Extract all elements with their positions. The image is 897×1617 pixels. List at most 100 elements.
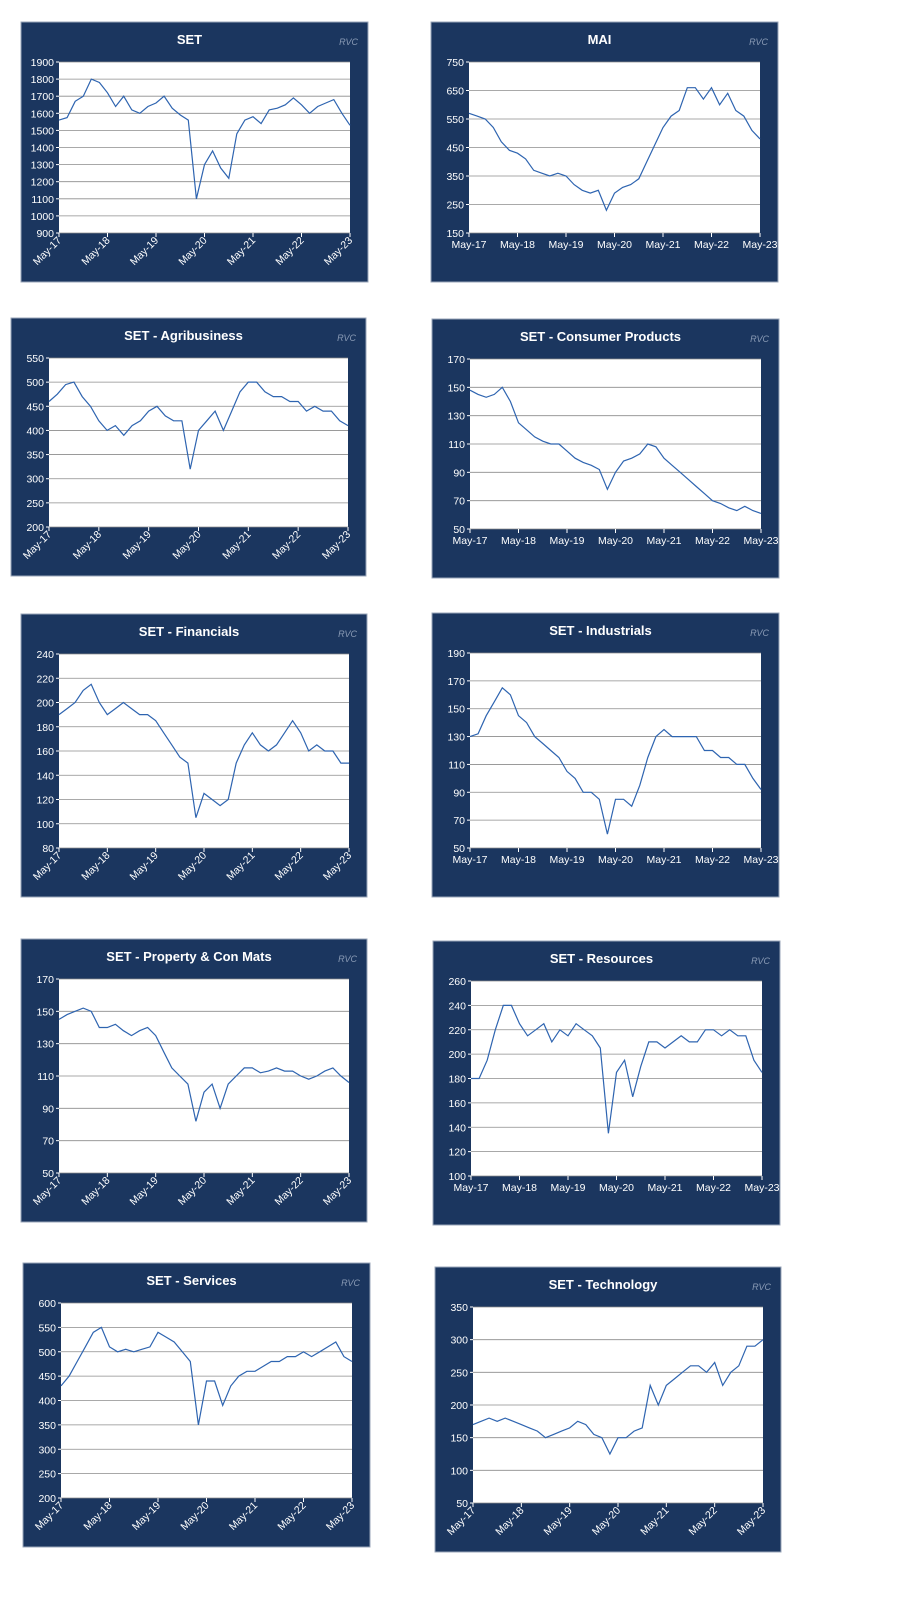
y-tick-label: 150 xyxy=(450,1433,468,1445)
y-tick-label: 300 xyxy=(450,1335,468,1347)
y-tick-label: 130 xyxy=(447,732,465,744)
y-tick-label: 50 xyxy=(453,843,465,855)
x-tick-label: May-18 xyxy=(502,1182,537,1194)
y-tick-label: 550 xyxy=(26,353,44,365)
y-tick-label: 140 xyxy=(448,1122,466,1134)
chart-panel: SET - Financials RVC 80 100 120 140 160 180 200 2… xyxy=(20,613,368,898)
y-tick-label: 350 xyxy=(38,1420,56,1432)
chart-title: SET - Property & Con Mats xyxy=(106,949,271,964)
chart-title: MAI xyxy=(588,32,612,47)
y-tick-label: 240 xyxy=(448,1000,466,1012)
y-tick-label: 90 xyxy=(453,787,465,799)
plot-area xyxy=(49,358,348,527)
y-tick-label: 550 xyxy=(446,114,464,126)
data-line xyxy=(58,683,349,818)
x-tick-label: May-23 xyxy=(743,854,778,866)
y-tick-label: 650 xyxy=(446,86,464,98)
data-line xyxy=(471,1004,763,1134)
x-tick-label: May-17 xyxy=(452,535,487,547)
y-tick-label: 600 xyxy=(38,1298,56,1310)
y-tick-label: 70 xyxy=(453,496,465,508)
x-tick-label: May-21 xyxy=(646,854,681,866)
y-tick-label: 110 xyxy=(448,759,465,771)
chart-title: SET - Agribusiness xyxy=(124,328,243,343)
chart-title: SET - Industrials xyxy=(549,623,652,638)
x-tick-label: May-23 xyxy=(743,535,778,547)
y-tick-label: 50 xyxy=(456,1498,468,1510)
y-tick-label: 100 xyxy=(36,819,54,831)
chart-title: SET - Financials xyxy=(139,624,239,639)
x-tick-label: May-19 xyxy=(549,854,584,866)
y-tick-label: 300 xyxy=(26,474,44,486)
y-tick-label: 250 xyxy=(446,200,464,212)
y-tick-label: 220 xyxy=(36,673,54,685)
watermark: RVC xyxy=(338,629,357,639)
x-tick-label: May-21 xyxy=(646,535,681,547)
data-line xyxy=(48,381,349,470)
x-tick-label: May-22 xyxy=(694,239,729,251)
x-tick-label: May-18 xyxy=(500,239,535,251)
x-tick-label: May-20 xyxy=(598,535,633,547)
x-tick-label: May-20 xyxy=(598,854,633,866)
y-tick-label: 160 xyxy=(36,746,54,758)
x-tick-label: May-23 xyxy=(742,239,777,251)
watermark: RVC xyxy=(338,954,357,964)
y-tick-label: 110 xyxy=(448,439,465,451)
chart-panel: SET - Resources RVC 100 120 140 160 180 200 220 2… xyxy=(432,940,781,1226)
y-tick-label: 1800 xyxy=(31,74,55,86)
y-tick-label: 350 xyxy=(26,450,44,462)
y-tick-label: 400 xyxy=(38,1396,56,1408)
y-tick-label: 500 xyxy=(38,1347,56,1359)
x-tick-label: May-23 xyxy=(744,1182,779,1194)
x-tick-label: May-22 xyxy=(696,1182,731,1194)
plot-area xyxy=(470,653,761,848)
y-tick-label: 110 xyxy=(37,1071,54,1083)
y-tick-label: 1400 xyxy=(31,143,55,155)
y-tick-label: 70 xyxy=(453,815,465,827)
y-tick-label: 1700 xyxy=(31,91,55,103)
chart-panel: SET RVC 900 1000 1100 1200 1300 1400 1500 1600 170… xyxy=(20,21,369,283)
y-tick-label: 450 xyxy=(38,1371,56,1383)
y-tick-label: 400 xyxy=(26,425,44,437)
x-tick-label: May-18 xyxy=(501,535,536,547)
y-tick-label: 250 xyxy=(26,498,44,510)
x-tick-label: May-20 xyxy=(599,1182,634,1194)
y-tick-label: 170 xyxy=(447,676,465,688)
y-tick-label: 90 xyxy=(453,467,465,479)
data-line xyxy=(58,78,351,199)
chart-title: SET - Consumer Products xyxy=(520,329,681,344)
data-line xyxy=(469,386,762,514)
y-tick-label: 130 xyxy=(36,1039,54,1051)
x-tick-label: May-19 xyxy=(548,239,583,251)
y-tick-label: 260 xyxy=(448,976,466,988)
y-tick-label: 180 xyxy=(448,1074,466,1086)
data-line xyxy=(58,1007,350,1122)
x-tick-label: May-19 xyxy=(550,1182,585,1194)
y-tick-label: 1000 xyxy=(31,211,55,223)
y-tick-label: 200 xyxy=(450,1400,468,1412)
y-tick-label: 450 xyxy=(446,143,464,155)
y-tick-label: 240 xyxy=(36,649,54,661)
data-line xyxy=(468,86,761,212)
x-tick-label: May-20 xyxy=(597,239,632,251)
chart-panel: SET - Consumer Products RVC 50 70 90 110 130 15… xyxy=(431,318,780,579)
y-tick-label: 1900 xyxy=(31,57,55,69)
y-tick-label: 350 xyxy=(446,171,464,183)
x-tick-label: May-17 xyxy=(452,854,487,866)
y-tick-label: 170 xyxy=(36,974,54,986)
y-tick-label: 500 xyxy=(26,377,44,389)
y-tick-label: 50 xyxy=(453,524,465,536)
x-tick-label: May-22 xyxy=(695,535,730,547)
y-tick-label: 140 xyxy=(36,770,54,782)
y-tick-label: 70 xyxy=(42,1136,54,1148)
y-tick-label: 900 xyxy=(36,228,54,240)
chart-title: SET - Services xyxy=(146,1273,236,1288)
data-line xyxy=(472,1339,764,1456)
y-tick-label: 150 xyxy=(447,382,465,394)
y-tick-label: 1300 xyxy=(31,160,55,172)
y-tick-label: 190 xyxy=(447,648,465,660)
x-tick-label: May-17 xyxy=(451,239,486,251)
x-tick-label: May-17 xyxy=(453,1182,488,1194)
watermark: RVC xyxy=(749,37,768,47)
chart-panel: SET - Property & Con Mats RVC 50 70 90 110 130… xyxy=(20,938,368,1223)
